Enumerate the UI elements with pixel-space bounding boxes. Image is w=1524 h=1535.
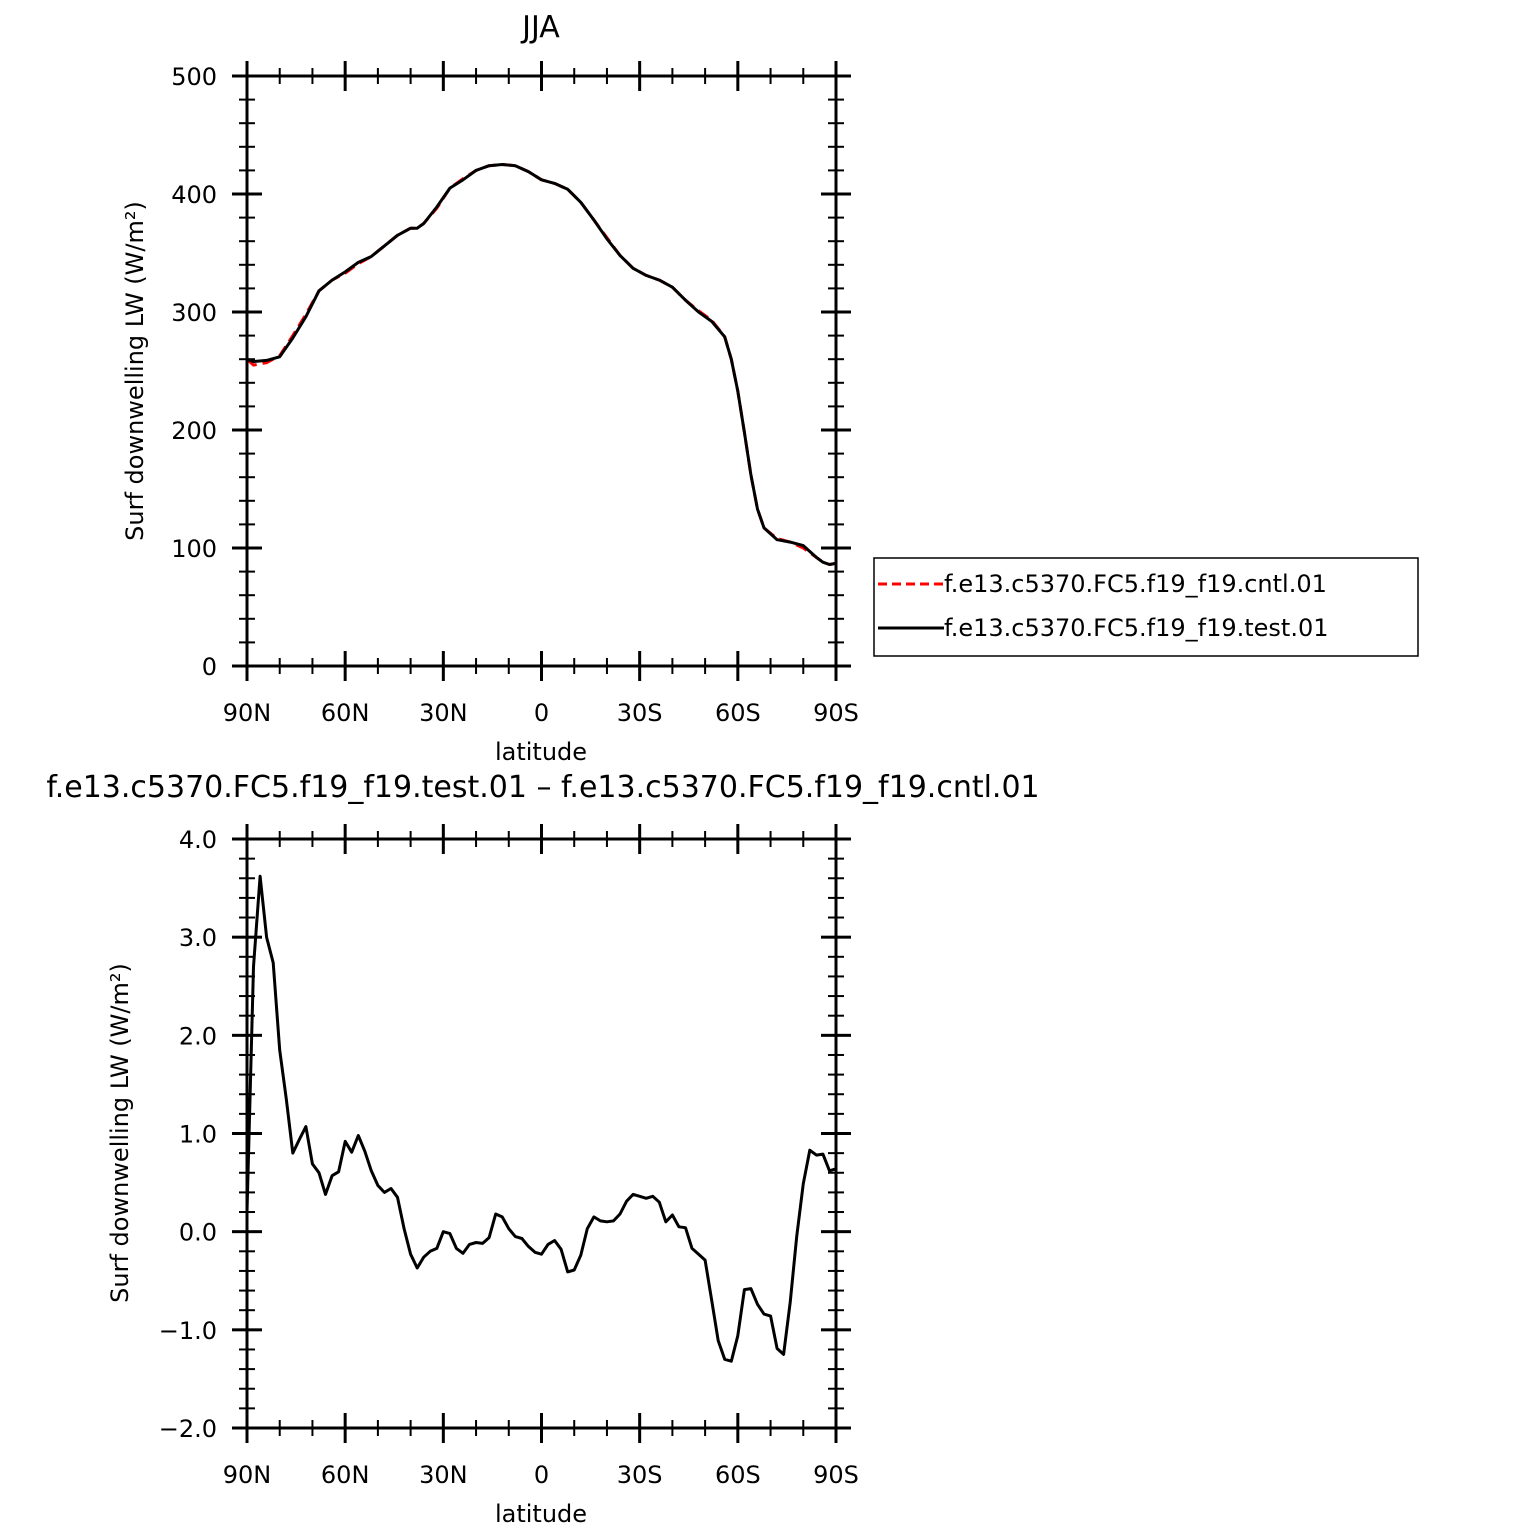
bottom-y-tick-label: 0.0: [179, 1219, 217, 1247]
bottom-x-tick-label: 90N: [223, 1461, 272, 1489]
top-series-line-1: [246, 163, 837, 566]
bottom-y-tick-label: 3.0: [179, 924, 217, 952]
top-x-tick-label: 60N: [321, 699, 370, 727]
top-series-line-0: [245, 163, 837, 566]
legend-box: [873, 557, 1419, 657]
bottom-axis-ticks: [232, 824, 851, 1443]
top-y-tick-labels: 0 100 200 300 400 500: [171, 63, 217, 681]
top-x-tick-label: 0: [534, 699, 549, 727]
top-y-tick-label: 400: [171, 181, 217, 209]
bottom-y-tick-labels: −2.0 −1.0 0.0 1.0 2.0 3.0 4.0: [159, 826, 217, 1443]
bottom-panel: f.e13.c5370.FC5.f19_f19.test.01 – f.e13.…: [46, 770, 1039, 1528]
bottom-panel-title: f.e13.c5370.FC5.f19_f19.test.01 – f.e13.…: [46, 770, 1039, 805]
bottom-y-tick-label: −2.0: [159, 1415, 217, 1443]
bottom-series-group: [245, 874, 837, 1363]
top-x-tick-label: 60S: [715, 699, 761, 727]
top-y-tick-label: 300: [171, 299, 217, 327]
top-plot-frame: [245, 74, 838, 668]
legend-label-test: f.e13.c5370.FC5.f19_f19.test.01: [944, 614, 1329, 642]
bottom-y-tick-label: −1.0: [159, 1317, 217, 1345]
top-axis-ticks: [232, 61, 851, 681]
bottom-y-tick-label: 1.0: [179, 1121, 217, 1149]
bottom-x-tick-label: 0: [534, 1461, 549, 1489]
top-y-tick-label: 100: [171, 535, 217, 563]
bottom-plot-frame: [245, 837, 838, 1430]
top-x-tick-label: 90S: [813, 699, 859, 727]
legend-label-cntl: f.e13.c5370.FC5.f19_f19.cntl.01: [944, 570, 1327, 598]
top-x-tick-label: 90N: [223, 699, 272, 727]
bottom-x-axis-label: latitude: [495, 1500, 587, 1528]
bottom-x-tick-label: 30S: [617, 1461, 663, 1489]
bottom-x-tick-label: 60S: [715, 1461, 761, 1489]
top-x-axis-label: latitude: [495, 738, 587, 766]
top-x-tick-label: 30S: [617, 699, 663, 727]
top-y-tick-label: 200: [171, 417, 217, 445]
top-y-axis-label: Surf downwelling LW (W/m²): [121, 201, 149, 541]
top-x-tick-labels: 90N 60N 30N 0 30S 60S 90S: [223, 699, 859, 727]
bottom-y-tick-label: 2.0: [179, 1022, 217, 1050]
top-x-tick-label: 30N: [419, 699, 468, 727]
bottom-x-tick-labels: 90N 60N 30N 0 30S 60S 90S: [223, 1461, 859, 1489]
bottom-y-axis-label: Surf downwelling LW (W/m²): [106, 963, 134, 1303]
top-y-tick-label: 500: [171, 63, 217, 91]
bottom-x-tick-label: 60N: [321, 1461, 370, 1489]
top-panel-title: JJA: [520, 10, 560, 45]
top-panel: JJA 90N 60N 30N 0 30S 60S 90S 0 100 200 300 400 500…: [121, 10, 1419, 766]
top-y-tick-label: 0: [202, 653, 217, 681]
bottom-x-tick-label: 90S: [813, 1461, 859, 1489]
bottom-y-tick-label: 4.0: [179, 826, 217, 854]
legend: f.e13.c5370.FC5.f19_f19.cntl.01 f.e13.c5…: [873, 557, 1419, 657]
bottom-x-tick-label: 30N: [419, 1461, 468, 1489]
bottom-series-line-0: [245, 874, 837, 1363]
top-series-group: [245, 163, 837, 566]
